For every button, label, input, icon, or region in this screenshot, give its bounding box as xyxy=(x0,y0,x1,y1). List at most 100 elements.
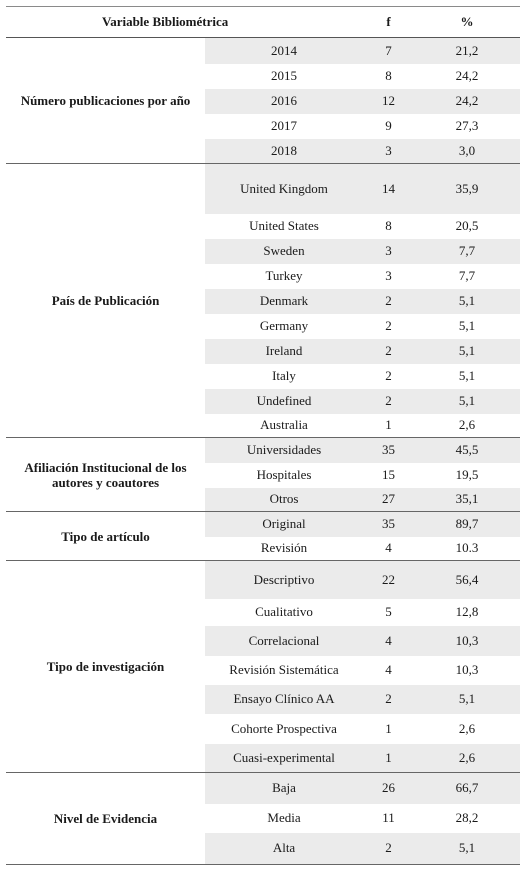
table-row: 2018 3 3,0 xyxy=(6,138,521,164)
item-cell: 2016 xyxy=(205,88,364,114)
percent-cell: 5,1 xyxy=(414,832,521,865)
frequency-cell: 1 xyxy=(363,713,415,744)
percent-cell: 5,1 xyxy=(414,338,521,364)
item-cell: Revisión xyxy=(205,536,364,561)
group-pais-de-publicacion: País de Publicación United Kingdom 14 35,9 U… xyxy=(6,163,521,438)
percent-cell: 10,3 xyxy=(414,625,521,656)
frequency-cell: 26 xyxy=(363,772,415,804)
frequency-cell: 11 xyxy=(363,803,415,833)
table-row: Australia 1 2,6 xyxy=(6,413,521,438)
table-row: Tipo de artículo Original 35 89,7 xyxy=(6,511,521,561)
table-row: Ireland 2 5,1 xyxy=(6,338,521,364)
table-row: País de Publicación United Kingdom 14 35,9 xyxy=(6,163,521,438)
group-afiliacion-institucional-de-los-autores-y-coautores: Afiliación Institucional de los autores … xyxy=(6,437,521,512)
category-label: Afiliación Institucional de los autores … xyxy=(6,437,205,512)
percent-cell: 35,1 xyxy=(414,487,521,512)
item-cell: Italy xyxy=(205,363,364,389)
percent-cell: 10.3 xyxy=(414,536,521,561)
table-row: Undefined 2 5,1 xyxy=(6,388,521,414)
frequency-cell: 27 xyxy=(363,487,415,512)
percent-cell: 5,1 xyxy=(414,313,521,339)
group-nivel-de-evidencia: Nivel de Evidencia Baja 26 66,7 Media 11 28,2 A… xyxy=(6,772,521,865)
frequency-cell: 2 xyxy=(363,684,415,714)
percent-cell: 24,2 xyxy=(414,88,521,114)
table-row: Otros 27 35,1 xyxy=(6,487,521,512)
item-cell: United States xyxy=(205,213,364,239)
percent-cell: 56,4 xyxy=(414,560,521,599)
item-cell: Denmark xyxy=(205,288,364,314)
table-row: Número publicaciones por año 2014 7 21,2 xyxy=(6,37,521,164)
item-cell: 2017 xyxy=(205,113,364,139)
percent-cell: 3,0 xyxy=(414,138,521,164)
group-numero-publicaciones-por-ano: Número publicaciones por año 2014 7 21,2 201… xyxy=(6,37,521,164)
item-cell: Ensayo Clínico AA xyxy=(205,684,364,714)
item-cell: Baja xyxy=(205,772,364,804)
table-row: Cohorte Prospectiva 1 2,6 xyxy=(6,713,521,744)
group-tipo-de-investigacion: Tipo de investigación Descriptivo 22 56,4 Cu… xyxy=(6,560,521,773)
item-cell: Otros xyxy=(205,487,364,512)
category-label: País de Publicación xyxy=(6,163,205,438)
frequency-cell: 4 xyxy=(363,625,415,656)
item-cell: Universidades xyxy=(205,437,364,463)
table-row: Revisión Sistemática 4 10,3 xyxy=(6,655,521,685)
category-label: Tipo de investigación xyxy=(6,560,205,773)
table-row: Revisión 4 10.3 xyxy=(6,536,521,561)
frequency-cell: 1 xyxy=(363,743,415,773)
percent-cell: 2,6 xyxy=(414,413,521,438)
percent-cell: 27,3 xyxy=(414,113,521,139)
frequency-cell: 2 xyxy=(363,832,415,865)
percent-cell: 12,8 xyxy=(414,598,521,626)
frequency-cell: 2 xyxy=(363,388,415,414)
percent-cell: 7,7 xyxy=(414,263,521,289)
percent-cell: 5,1 xyxy=(414,288,521,314)
percent-cell: 89,7 xyxy=(414,511,521,537)
frequency-cell: 35 xyxy=(363,511,415,537)
percent-cell: 20,5 xyxy=(414,213,521,239)
percent-cell: 7,7 xyxy=(414,238,521,264)
frequency-cell: 5 xyxy=(363,598,415,626)
frequency-cell: 15 xyxy=(363,462,415,488)
table-row: Cuasi-experimental 1 2,6 xyxy=(6,743,521,773)
frequency-cell: 3 xyxy=(363,238,415,264)
percent-cell: 45,5 xyxy=(414,437,521,463)
frequency-cell: 8 xyxy=(363,213,415,239)
item-cell: Descriptivo xyxy=(205,560,364,599)
frequency-cell: 2 xyxy=(363,363,415,389)
item-cell: Cuasi-experimental xyxy=(205,743,364,773)
frequency-cell: 9 xyxy=(363,113,415,139)
table-row: Turkey 3 7,7 xyxy=(6,263,521,289)
header-variable: Variable Bibliométrica xyxy=(6,6,364,38)
percent-cell: 10,3 xyxy=(414,655,521,685)
percent-cell: 19,5 xyxy=(414,462,521,488)
table-row: Germany 2 5,1 xyxy=(6,313,521,339)
item-cell: Turkey xyxy=(205,263,364,289)
header-f: f xyxy=(363,6,415,38)
frequency-cell: 3 xyxy=(363,263,415,289)
frequency-cell: 35 xyxy=(363,437,415,463)
percent-cell: 5,1 xyxy=(414,363,521,389)
item-cell: Original xyxy=(205,511,364,537)
table-row: Tipo de investigación Descriptivo 22 56,4 xyxy=(6,560,521,773)
item-cell: Revisión Sistemática xyxy=(205,655,364,685)
table-row: Italy 2 5,1 xyxy=(6,363,521,389)
frequency-cell: 4 xyxy=(363,536,415,561)
frequency-cell: 2 xyxy=(363,288,415,314)
percent-cell: 66,7 xyxy=(414,772,521,804)
table-row: 2015 8 24,2 xyxy=(6,63,521,89)
percent-cell: 24,2 xyxy=(414,63,521,89)
bibliometric-table: Variable Bibliométrica f % Número public… xyxy=(6,6,521,865)
group-tipo-de-articulo: Tipo de artículo Original 35 89,7 Revisión 4 1… xyxy=(6,511,521,561)
item-cell: Sweden xyxy=(205,238,364,264)
frequency-cell: 2 xyxy=(363,313,415,339)
item-cell: 2018 xyxy=(205,138,364,164)
item-cell: Hospitales xyxy=(205,462,364,488)
table-row: Nivel de Evidencia Baja 26 66,7 xyxy=(6,772,521,865)
percent-cell: 35,9 xyxy=(414,163,521,214)
table-row: Media 11 28,2 xyxy=(6,803,521,833)
table-row: Afiliación Institucional de los autores … xyxy=(6,437,521,512)
frequency-cell: 8 xyxy=(363,63,415,89)
category-label: Tipo de artículo xyxy=(6,511,205,561)
table-row: Ensayo Clínico AA 2 5,1 xyxy=(6,684,521,714)
frequency-cell: 14 xyxy=(363,163,415,214)
